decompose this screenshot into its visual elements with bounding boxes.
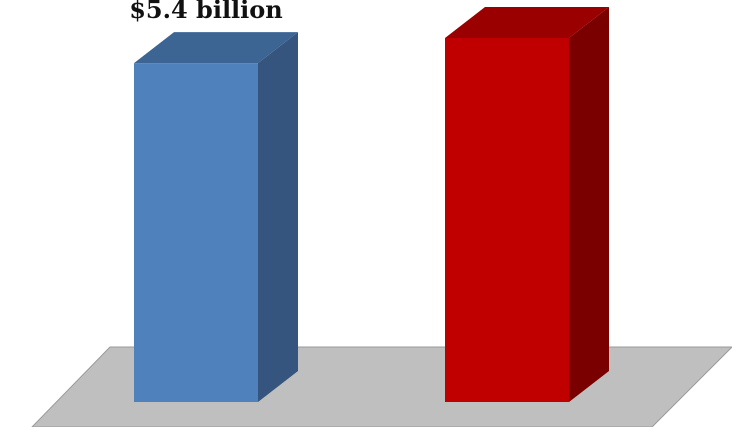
- data-label-group: $5.4 billion: [129, 0, 283, 24]
- bar-2-side: [569, 7, 609, 402]
- bar-1-front: [134, 63, 258, 402]
- bar-1-value-label: $5.4 billion: [129, 0, 283, 24]
- bar-1-top: [134, 32, 298, 64]
- bar-2: [445, 7, 609, 402]
- bar-1-side: [258, 32, 298, 402]
- bar-1: [134, 32, 298, 402]
- bar-2-front: [445, 38, 569, 402]
- bar-2-top: [445, 7, 609, 38]
- bar-group: [134, 7, 609, 402]
